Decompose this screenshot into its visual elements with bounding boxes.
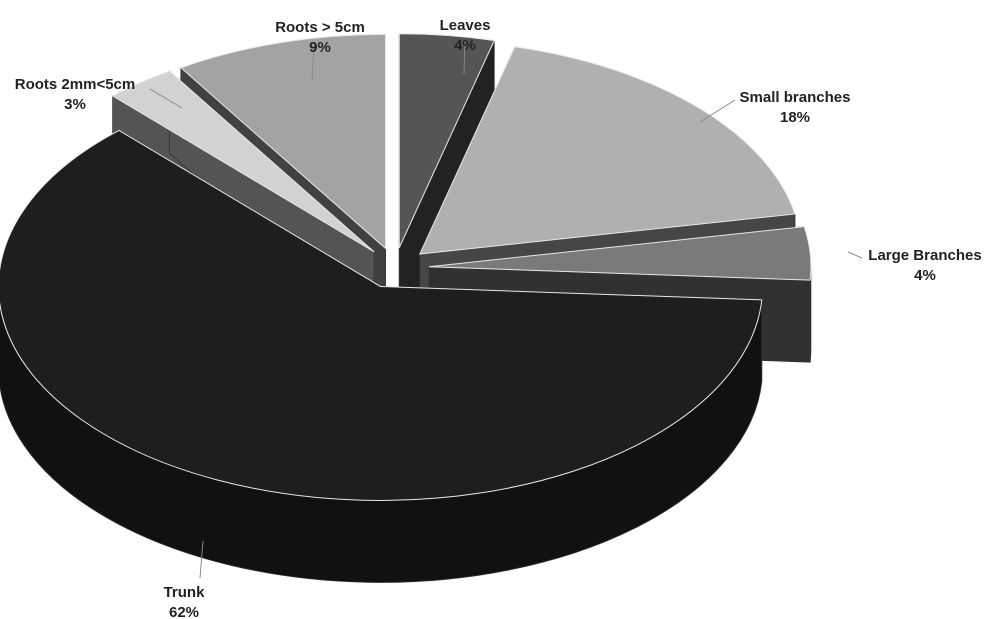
slice-label-small-branches: Small branches — [740, 89, 851, 106]
pie-labels: Leaves 4% Small branches 18% Large Branches 4… — [15, 17, 982, 619]
slice-label-trunk: Trunk — [164, 584, 205, 601]
leader-line-trunk — [199, 540, 204, 579]
slice-value-roots-2mm-5cm: 3% — [64, 96, 86, 113]
slice-value-large-branches: 4% — [914, 267, 936, 284]
slice-label-roots-5cm: Roots > 5cm — [275, 19, 365, 36]
slice-value-small-branches: 18% — [780, 109, 810, 126]
leader-line-small-branches — [699, 99, 736, 123]
slice-value-leaves: 4% — [454, 37, 476, 54]
slice-label-large-branches: Large Branches — [868, 247, 981, 264]
slice-value-trunk: 62% — [169, 604, 199, 619]
pie-slices — [0, 33, 812, 583]
slice-value-roots-5cm: 9% — [309, 39, 331, 56]
leader-line-roots-2mm-5cm — [149, 88, 183, 109]
slice-label-leaves: Leaves — [440, 17, 491, 34]
leader-line-leaves — [463, 39, 466, 75]
leader-line-large-branches — [847, 251, 863, 259]
slice-label-roots-2mm-5cm: Roots 2mm<5cm — [15, 76, 135, 93]
leader-line-roots-5cm — [311, 45, 315, 81]
pie-slice-trunk — [0, 129, 763, 583]
